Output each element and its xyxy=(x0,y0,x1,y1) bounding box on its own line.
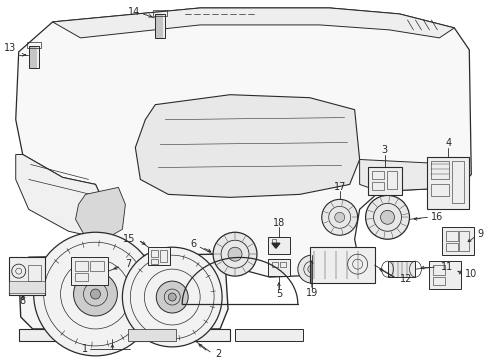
Polygon shape xyxy=(53,8,453,38)
Bar xyxy=(19,329,229,341)
Text: 11: 11 xyxy=(441,262,453,272)
Bar xyxy=(155,14,165,38)
Polygon shape xyxy=(271,243,279,248)
Circle shape xyxy=(168,293,176,301)
Bar xyxy=(371,171,383,179)
Polygon shape xyxy=(16,8,470,279)
Bar xyxy=(9,281,44,293)
Polygon shape xyxy=(75,188,125,237)
Bar xyxy=(28,265,41,281)
Text: 19: 19 xyxy=(305,288,317,298)
Polygon shape xyxy=(135,95,359,197)
Text: 14: 14 xyxy=(128,7,140,17)
Bar xyxy=(74,261,88,271)
Bar xyxy=(387,261,415,277)
Bar xyxy=(451,162,463,203)
Polygon shape xyxy=(16,154,108,237)
Text: 9: 9 xyxy=(476,229,483,239)
Circle shape xyxy=(34,232,157,356)
Bar xyxy=(428,261,460,289)
Bar xyxy=(29,46,39,68)
Bar xyxy=(430,162,448,179)
Polygon shape xyxy=(359,159,458,192)
Bar xyxy=(90,261,104,271)
Bar xyxy=(70,257,108,285)
Bar xyxy=(271,262,277,267)
Bar xyxy=(151,259,158,264)
Bar xyxy=(148,247,170,265)
Bar xyxy=(27,42,41,48)
Text: 8: 8 xyxy=(20,296,26,306)
Bar xyxy=(151,250,158,257)
Circle shape xyxy=(213,232,256,276)
Bar xyxy=(446,243,457,251)
Text: 2: 2 xyxy=(215,349,221,359)
Bar xyxy=(430,184,448,196)
Bar xyxy=(432,265,445,275)
Bar xyxy=(432,277,445,285)
Circle shape xyxy=(307,265,315,273)
Circle shape xyxy=(321,199,357,235)
Text: 15: 15 xyxy=(122,234,135,244)
Circle shape xyxy=(334,212,344,222)
Text: 3: 3 xyxy=(381,144,387,154)
Bar xyxy=(279,262,285,267)
Bar xyxy=(128,329,176,341)
Bar xyxy=(267,237,289,254)
Text: 16: 16 xyxy=(430,212,443,222)
Circle shape xyxy=(297,255,325,283)
Circle shape xyxy=(122,247,222,347)
Circle shape xyxy=(90,289,100,299)
Bar xyxy=(235,329,302,341)
Text: 4: 4 xyxy=(445,138,450,148)
Bar xyxy=(367,167,402,195)
Bar xyxy=(74,273,88,281)
Circle shape xyxy=(380,210,394,224)
Bar xyxy=(371,183,383,190)
Bar xyxy=(309,247,374,283)
Text: 12: 12 xyxy=(399,274,411,284)
Circle shape xyxy=(156,281,188,313)
Bar xyxy=(267,259,289,276)
Text: 1: 1 xyxy=(82,344,88,354)
Bar xyxy=(386,171,396,189)
Text: 10: 10 xyxy=(465,269,477,279)
Bar xyxy=(271,239,275,243)
Bar xyxy=(153,10,167,16)
Bar xyxy=(427,157,468,209)
Circle shape xyxy=(227,247,242,261)
Text: 7: 7 xyxy=(125,259,131,269)
Bar xyxy=(446,231,457,241)
Bar xyxy=(458,231,468,251)
Text: 5: 5 xyxy=(275,289,282,299)
Text: 6: 6 xyxy=(190,239,196,249)
Polygon shape xyxy=(19,254,227,329)
Text: 18: 18 xyxy=(272,218,285,228)
Circle shape xyxy=(365,195,408,239)
Bar xyxy=(9,257,44,295)
Circle shape xyxy=(73,272,117,316)
Text: 17: 17 xyxy=(333,183,345,192)
Bar xyxy=(442,227,473,255)
Bar xyxy=(160,250,167,262)
Text: 13: 13 xyxy=(3,43,16,53)
